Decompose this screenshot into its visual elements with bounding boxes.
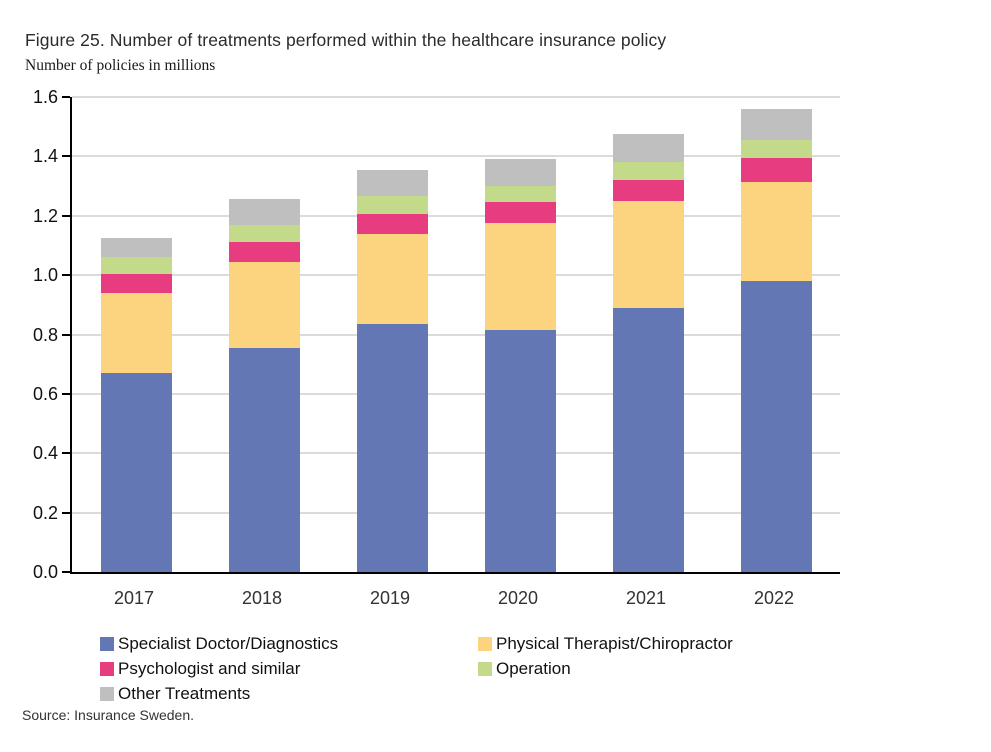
x-axis-label-2021: 2021 [625, 588, 667, 608]
gridline [72, 274, 840, 277]
x-axis-label-2017: 2017 [113, 588, 155, 608]
legend-item: Specialist Doctor/Diagnostics [100, 631, 478, 656]
bar-segment [100, 273, 172, 293]
chart-subtitle: Number of policies in millions [25, 57, 216, 74]
legend-swatch-icon [100, 686, 114, 701]
y-axis-tick [62, 155, 70, 158]
bar-segment [356, 169, 428, 197]
bar-2020 [484, 159, 556, 572]
bar-segment [228, 242, 300, 262]
source-note: Source: Insurance Sweden. [22, 707, 194, 723]
y-axis-tick [62, 571, 70, 573]
bar-segment [612, 180, 684, 201]
legend-item: Operation [478, 656, 733, 681]
gridline [72, 333, 840, 336]
y-axis-label: 0.2 [32, 502, 58, 523]
y-axis-label: 0.6 [32, 383, 58, 404]
y-axis-tick [62, 214, 70, 217]
bar-segment [740, 140, 812, 158]
chart-title: Figure 25. Number of treatments performe… [25, 30, 667, 50]
y-axis-label: 0.4 [32, 443, 58, 464]
bar-segment [356, 196, 428, 215]
bar-segment [484, 159, 556, 187]
gridline [72, 214, 840, 217]
y-axis-label: 1.6 [32, 87, 58, 107]
bar-segment [740, 281, 812, 572]
bar-2021 [612, 134, 684, 572]
legend-item: Other Treatments [100, 681, 478, 706]
x-axis-label-2020: 2020 [497, 588, 539, 608]
x-axis-label-2019: 2019 [369, 588, 411, 608]
bar-segment [612, 134, 684, 163]
y-axis-label: 0.8 [32, 324, 58, 345]
legend-item: Physical Therapist/Chiropractor [478, 631, 733, 656]
y-axis-tick [62, 392, 70, 395]
bar-segment [100, 238, 172, 258]
bar-segment [484, 202, 556, 224]
y-axis-tick [62, 452, 70, 455]
gridline [72, 155, 840, 158]
bar-segment [356, 324, 428, 572]
gridline [72, 511, 840, 514]
bar-segment [612, 162, 684, 181]
bar-2019 [356, 169, 428, 572]
bar-segment [228, 347, 300, 572]
legend-label: Specialist Doctor/Diagnostics [118, 633, 339, 653]
gridline [72, 392, 840, 395]
bar-segment [356, 214, 428, 234]
legend-swatch-icon [478, 661, 492, 676]
legend-swatch-icon [100, 636, 114, 651]
bar-segment [612, 307, 684, 572]
y-axis-tick [62, 96, 70, 98]
legend-label: Operation [496, 658, 571, 678]
bar-segment [740, 181, 812, 282]
legend-item: Psychologist and similar [100, 656, 478, 681]
gridline [72, 96, 840, 98]
bar-segment [740, 157, 812, 182]
bar-segment [228, 199, 300, 225]
bar-2017 [100, 238, 172, 572]
bar-segment [228, 224, 300, 243]
x-axis-label-2022: 2022 [753, 588, 795, 608]
bar-segment [228, 261, 300, 348]
bar-segment [356, 233, 428, 325]
legend-label: Psychologist and similar [118, 658, 301, 678]
y-axis-tick [62, 511, 70, 514]
gridline [72, 452, 840, 455]
y-axis-label: 1.4 [32, 146, 58, 167]
bar-segment [484, 186, 556, 203]
y-axis-label: 1.2 [32, 205, 58, 226]
legend: Specialist Doctor/Diagnostics Physical Th… [100, 631, 733, 706]
y-axis-label: 1.0 [32, 265, 58, 286]
bar-segment [100, 292, 172, 374]
y-axis-tick [62, 333, 70, 336]
plot-area [70, 96, 840, 574]
bar-segment [100, 373, 172, 572]
bar-2022 [740, 108, 812, 572]
y-axis-label: 0.0 [32, 562, 58, 582]
x-axis-label-2018: 2018 [241, 588, 283, 608]
y-axis-tick [62, 274, 70, 277]
bar-segment [484, 223, 556, 331]
bar-segment [100, 257, 172, 274]
legend-swatch-icon [100, 661, 114, 676]
legend-label: Physical Therapist/Chiropractor [496, 633, 733, 653]
bar-2018 [228, 199, 300, 572]
legend-label: Other Treatments [118, 683, 251, 703]
bar-segment [484, 330, 556, 572]
legend-swatch-icon [478, 636, 492, 651]
bar-segment [612, 200, 684, 308]
bar-segment [740, 108, 812, 141]
